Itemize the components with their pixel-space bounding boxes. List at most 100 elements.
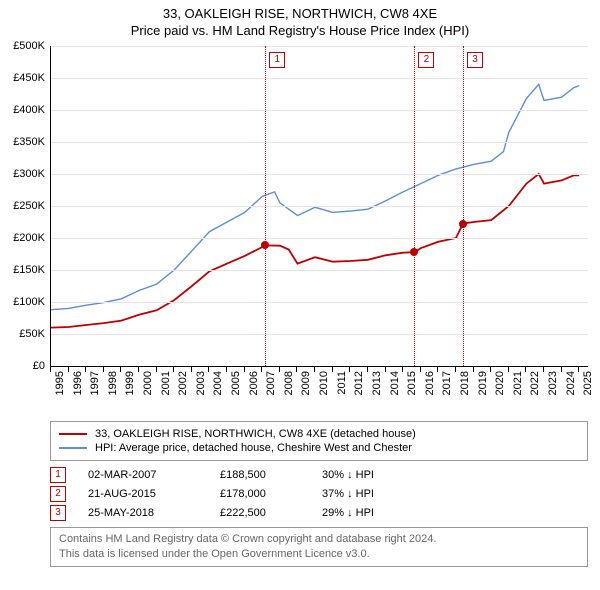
sale-price: £178,000 <box>220 488 300 500</box>
y-axis-label: £300K <box>13 168 45 180</box>
x-axis-label: 2023 <box>547 371 559 395</box>
sale-date: 02-MAR-2007 <box>88 469 198 481</box>
x-tick <box>226 367 227 372</box>
sale-point-marker <box>459 220 467 228</box>
x-tick <box>138 367 139 372</box>
title-address: 33, OAKLEIGH RISE, NORTHWICH, CW8 4XE <box>0 6 600 21</box>
x-axis-label: 2005 <box>230 371 242 395</box>
x-axis-labels: 1995199619971998199920002001200220032004… <box>50 367 588 415</box>
x-tick <box>296 367 297 372</box>
title-subtitle: Price paid vs. HM Land Registry's House … <box>0 23 600 38</box>
x-tick <box>349 367 350 372</box>
x-axis-label: 2003 <box>195 371 207 395</box>
x-tick <box>385 367 386 372</box>
sale-price: £222,500 <box>220 507 300 519</box>
x-axis-label: 2017 <box>441 371 453 395</box>
x-axis-label: 2018 <box>459 371 471 395</box>
x-tick <box>332 367 333 372</box>
y-axis-label: £150K <box>13 264 45 276</box>
x-tick <box>367 367 368 372</box>
x-tick <box>525 367 526 372</box>
legend-label: HPI: Average price, detached house, Ches… <box>95 442 412 454</box>
x-tick <box>490 367 491 372</box>
x-axis-label: 2014 <box>389 371 401 395</box>
x-axis-label: 2006 <box>248 371 260 395</box>
sales-table: 1 02-MAR-2007 £188,500 30% ↓ HPI 2 21-AU… <box>50 467 588 521</box>
x-axis-label: 2015 <box>406 371 418 395</box>
sale-diff: 37% ↓ HPI <box>322 488 422 500</box>
y-axis-label: £100K <box>13 296 45 308</box>
x-tick <box>508 367 509 372</box>
attribution-box: Contains HM Land Registry data © Crown c… <box>50 527 588 567</box>
chart-plot-area: £0£50K£100K£150K£200K£250K£300K£350K£400… <box>50 46 588 367</box>
sale-vline <box>265 46 266 366</box>
y-axis-label: £0 <box>33 360 45 372</box>
x-axis-label: 2009 <box>300 371 312 395</box>
gridline <box>51 174 588 175</box>
x-tick <box>420 367 421 372</box>
sale-date: 21-AUG-2015 <box>88 488 198 500</box>
x-axis-label: 2002 <box>177 371 189 395</box>
sale-vline <box>463 46 464 366</box>
legend-swatch <box>59 433 87 435</box>
x-axis-label: 2008 <box>283 371 295 395</box>
legend-swatch <box>59 447 87 449</box>
x-axis-label: 1995 <box>54 371 66 395</box>
sale-diff: 30% ↓ HPI <box>322 469 422 481</box>
x-tick <box>156 367 157 372</box>
sales-row: 1 02-MAR-2007 £188,500 30% ↓ HPI <box>50 467 588 483</box>
y-axis-label: £350K <box>13 136 45 148</box>
x-axis-label: 2007 <box>265 371 277 395</box>
sale-diff: 29% ↓ HPI <box>322 507 422 519</box>
sale-marker: 3 <box>50 505 66 521</box>
gridline <box>51 270 588 271</box>
gridline <box>51 78 588 79</box>
y-axis-label: £450K <box>13 72 45 84</box>
x-tick <box>543 367 544 372</box>
gridline <box>51 238 588 239</box>
gridline <box>51 142 588 143</box>
y-axis-label: £400K <box>13 104 45 116</box>
x-axis-label: 1996 <box>72 371 84 395</box>
attribution-line: Contains HM Land Registry data © Crown c… <box>59 532 579 547</box>
x-tick <box>279 367 280 372</box>
x-axis-label: 2025 <box>582 371 594 395</box>
x-tick <box>120 367 121 372</box>
callout-marker: 3 <box>467 52 483 68</box>
gridline <box>51 110 588 111</box>
x-tick <box>455 367 456 372</box>
x-axis-label: 1997 <box>89 371 101 395</box>
sales-row: 2 21-AUG-2015 £178,000 37% ↓ HPI <box>50 486 588 502</box>
x-tick <box>244 367 245 372</box>
x-tick <box>314 367 315 372</box>
series-line <box>51 84 579 309</box>
series-line <box>51 174 579 328</box>
attribution-line: This data is licensed under the Open Gov… <box>59 547 579 562</box>
x-axis-label: 2022 <box>529 371 541 395</box>
x-axis-label: 2011 <box>336 371 348 395</box>
sale-point-marker <box>410 248 418 256</box>
x-tick <box>261 367 262 372</box>
x-axis-label: 2016 <box>424 371 436 395</box>
y-axis-label: £250K <box>13 200 45 212</box>
x-tick <box>173 367 174 372</box>
sale-price: £188,500 <box>220 469 300 481</box>
x-axis-label: 2012 <box>353 371 365 395</box>
x-tick <box>50 367 51 372</box>
y-axis-label: £200K <box>13 232 45 244</box>
x-axis-label: 2004 <box>212 371 224 395</box>
x-axis-label: 2001 <box>160 371 172 395</box>
sale-marker: 1 <box>50 467 66 483</box>
y-axis-label: £50K <box>19 328 45 340</box>
sale-marker: 2 <box>50 486 66 502</box>
gridline <box>51 46 588 47</box>
legend-item: 33, OAKLEIGH RISE, NORTHWICH, CW8 4XE (d… <box>59 428 579 440</box>
x-axis-label: 1999 <box>124 371 136 395</box>
gridline <box>51 206 588 207</box>
sale-date: 25-MAY-2018 <box>88 507 198 519</box>
x-axis-label: 1998 <box>107 371 119 395</box>
legend-label: 33, OAKLEIGH RISE, NORTHWICH, CW8 4XE (d… <box>95 428 416 440</box>
legend-item: HPI: Average price, detached house, Ches… <box>59 442 579 454</box>
legend-box: 33, OAKLEIGH RISE, NORTHWICH, CW8 4XE (d… <box>50 421 588 461</box>
x-axis-label: 2020 <box>494 371 506 395</box>
